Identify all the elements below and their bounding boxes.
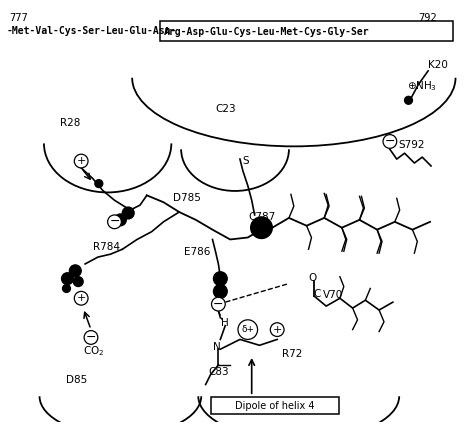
Circle shape (115, 214, 126, 226)
Text: δ+: δ+ (241, 325, 254, 334)
Circle shape (84, 331, 98, 344)
Text: K20: K20 (428, 60, 448, 70)
Circle shape (73, 277, 83, 287)
Text: S792: S792 (399, 139, 425, 150)
Text: R28: R28 (60, 118, 80, 128)
Text: V70: V70 (323, 291, 344, 300)
Circle shape (69, 265, 81, 277)
Text: C23: C23 (216, 104, 236, 114)
Text: $\oplus$NH$_3$: $\oplus$NH$_3$ (407, 79, 437, 92)
Text: C: C (313, 289, 321, 299)
Circle shape (62, 273, 73, 285)
Text: N: N (213, 343, 221, 352)
Text: +: + (76, 156, 86, 166)
Text: +: + (76, 293, 86, 303)
Circle shape (108, 215, 121, 229)
FancyBboxPatch shape (160, 21, 453, 41)
Circle shape (74, 291, 88, 305)
Text: 777: 777 (9, 13, 28, 23)
Text: S: S (242, 156, 248, 166)
Circle shape (211, 297, 225, 311)
Circle shape (270, 323, 284, 337)
Text: R72: R72 (282, 349, 302, 359)
Text: C787: C787 (249, 212, 276, 222)
Text: R784: R784 (93, 242, 120, 252)
Text: E786: E786 (184, 248, 210, 257)
Text: Dipole of helix 4: Dipole of helix 4 (236, 400, 315, 411)
Circle shape (405, 96, 412, 104)
Text: H: H (221, 318, 229, 328)
Text: CO$_2$: CO$_2$ (83, 344, 104, 358)
Circle shape (213, 285, 227, 298)
Text: −: − (384, 135, 395, 148)
FancyBboxPatch shape (211, 397, 339, 414)
Circle shape (122, 207, 134, 219)
Text: −: − (213, 298, 224, 311)
Circle shape (63, 285, 71, 292)
Circle shape (213, 272, 227, 285)
Circle shape (74, 154, 88, 168)
Text: −: − (86, 331, 96, 344)
Text: D85: D85 (66, 375, 88, 385)
Text: D785: D785 (173, 193, 201, 203)
Text: 792: 792 (418, 13, 437, 23)
Circle shape (383, 135, 397, 148)
Text: −: − (109, 215, 120, 228)
Text: Arg-Asp-Glu-Cys-Leu-Met-Cys-Gly-Ser: Arg-Asp-Glu-Cys-Leu-Met-Cys-Gly-Ser (164, 27, 369, 37)
Circle shape (95, 180, 103, 187)
Text: -Met-Val-Cys-Ser-Leu-Glu-Asn-: -Met-Val-Cys-Ser-Leu-Glu-Asn- (7, 26, 177, 36)
Circle shape (251, 217, 272, 239)
Circle shape (238, 320, 257, 340)
Text: O: O (309, 273, 317, 283)
Text: +: + (273, 325, 282, 334)
Text: C83: C83 (209, 367, 229, 377)
